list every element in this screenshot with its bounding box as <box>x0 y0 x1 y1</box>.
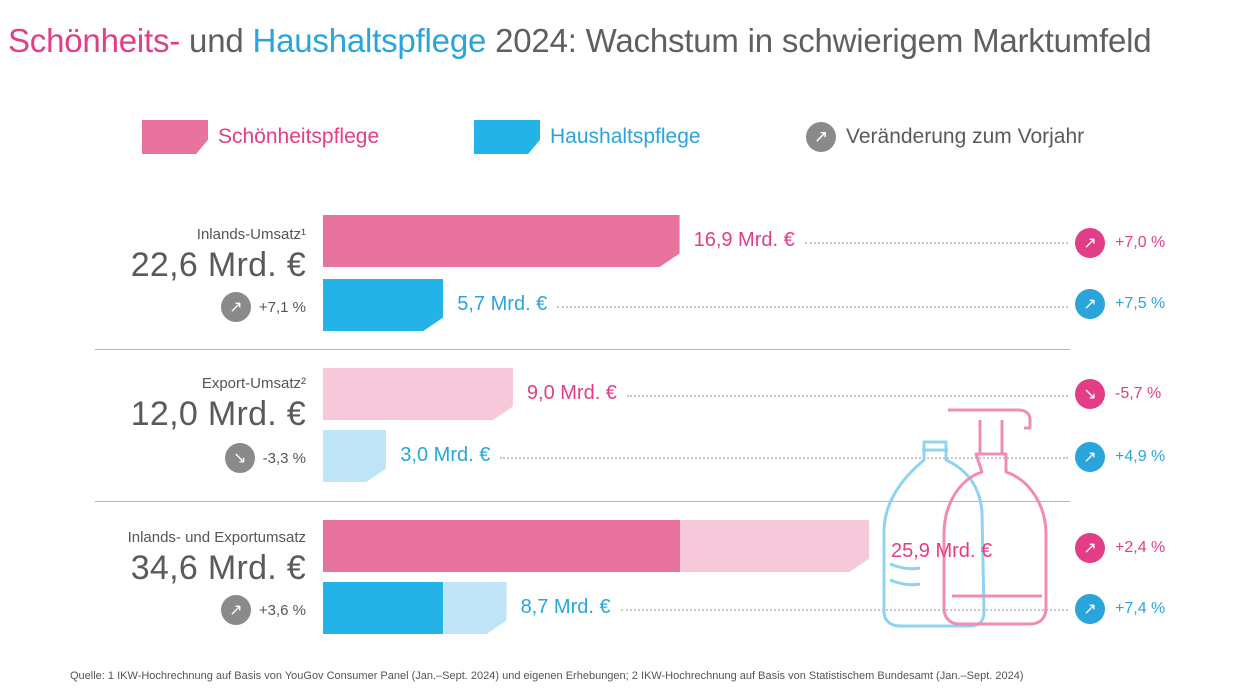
change-domestic-household-value: +7,5 % <box>1115 295 1166 312</box>
change-domestic-household: ↗ +7,5 % <box>1075 289 1165 319</box>
legend-change-label: Veränderung zum Vorjahr <box>846 125 1085 148</box>
bar-export-beauty <box>323 368 513 420</box>
leader-line <box>620 609 1068 611</box>
group-label-domestic: Inlands-Umsatz¹ <box>196 226 306 243</box>
arrow-down-icon: ↘ <box>1075 379 1105 409</box>
change-export-beauty-value: -5,7 % <box>1115 385 1162 402</box>
data-label-domestic-household: 5,7 Mrd. € <box>457 293 548 315</box>
legend-household-label: Haushaltspflege <box>550 125 701 148</box>
group-total-export: 12,0 Mrd. € <box>130 395 306 433</box>
arrow-up-icon: ↗ <box>1075 594 1105 624</box>
data-label-export-household: 3,0 Mrd. € <box>400 444 491 466</box>
group-change-total: ↗ +3,6 % <box>220 595 306 625</box>
group-change-total-value: +3,6 % <box>258 601 306 619</box>
legend-beauty-label: Schönheitspflege <box>218 125 380 148</box>
arrow-up-icon: ↗ <box>1075 228 1105 258</box>
arrow-down-icon: ↘ <box>224 443 255 473</box>
legend-change: ↗ Veränderung zum Vorjahr <box>806 120 1084 154</box>
group-label-total: Inlands- und Exportumsatz <box>127 529 306 546</box>
title-part-household: Haushaltspflege <box>252 22 487 59</box>
title-part-rest: 2024: Wachstum in schwierigem Marktumfel… <box>495 22 1152 59</box>
detergent-bottle-icon <box>882 440 986 628</box>
arrow-up-icon: ↗ <box>220 292 251 322</box>
leader-line <box>804 242 1068 244</box>
title-part-and: und <box>189 22 244 59</box>
source-note: Quelle: 1 IKW-Hochrechnung auf Basis von… <box>70 670 1024 682</box>
leader-line <box>500 457 1068 459</box>
legend-beauty-swatch <box>142 120 208 154</box>
data-label-total-household: 8,7 Mrd. € <box>520 596 611 618</box>
bar-total-beauty-export-part <box>680 520 870 572</box>
group-change-export: ↘ -3,3 % <box>224 443 306 473</box>
data-label-total-beauty: 25,9 Mrd. € <box>891 540 993 562</box>
group-change-domestic: ↗ +7,1 % <box>220 292 306 322</box>
change-export-household-value: +4,9 % <box>1115 448 1166 465</box>
change-domestic-beauty: ↗ +7,0 % <box>1075 228 1165 258</box>
bar-export-household <box>323 430 386 482</box>
group-change-export-value: -3,3 % <box>262 449 306 467</box>
arrow-up-icon: ↗ <box>1075 289 1105 319</box>
legend-household-swatch <box>474 120 540 154</box>
arrow-up-icon: ↗ <box>806 122 836 152</box>
change-total-household: ↗ +7,4 % <box>1075 594 1165 624</box>
bar-total-household-export-part <box>443 582 506 634</box>
legend-household: Haushaltspflege <box>474 120 701 154</box>
title-part-beauty: Schönheits- <box>8 22 181 59</box>
group-change-domestic-value: +7,1 % <box>258 298 306 316</box>
bar-domestic-household <box>323 279 443 331</box>
arrow-up-icon: ↗ <box>220 595 251 625</box>
leader-line <box>626 395 1068 397</box>
bar-domestic-beauty <box>323 215 680 267</box>
bar-total-household-domestic-part <box>323 582 444 634</box>
data-label-export-beauty: 9,0 Mrd. € <box>526 382 617 404</box>
legend-beauty: Schönheitspflege <box>142 120 379 154</box>
group-label-export: Export-Umsatz² <box>201 375 306 392</box>
change-total-household-value: +7,4 % <box>1115 600 1166 617</box>
change-export-beauty: ↘ -5,7 % <box>1075 379 1161 409</box>
change-total-beauty: ↗ +2,4 % <box>1075 533 1165 563</box>
arrow-up-icon: ↗ <box>1075 442 1105 472</box>
bottles-illustration <box>882 408 1048 628</box>
leader-line <box>557 306 1068 308</box>
group-total-total: 34,6 Mrd. € <box>130 549 306 587</box>
change-domestic-beauty-value: +7,0 % <box>1115 234 1166 251</box>
change-export-household: ↗ +4,9 % <box>1075 442 1165 472</box>
arrow-up-icon: ↗ <box>1075 533 1105 563</box>
group-total-domestic: 22,6 Mrd. € <box>130 246 306 284</box>
data-label-domestic-beauty: 16,9 Mrd. € <box>693 229 795 251</box>
pump-bottle-icon <box>942 408 1048 626</box>
page-title: Schönheits- und Haushaltspflege 2024: Wa… <box>8 22 1152 60</box>
bar-total-beauty-domestic-part <box>323 520 680 572</box>
change-total-beauty-value: +2,4 % <box>1115 539 1166 556</box>
group-separator <box>95 349 1070 350</box>
group-separator <box>95 501 1070 502</box>
